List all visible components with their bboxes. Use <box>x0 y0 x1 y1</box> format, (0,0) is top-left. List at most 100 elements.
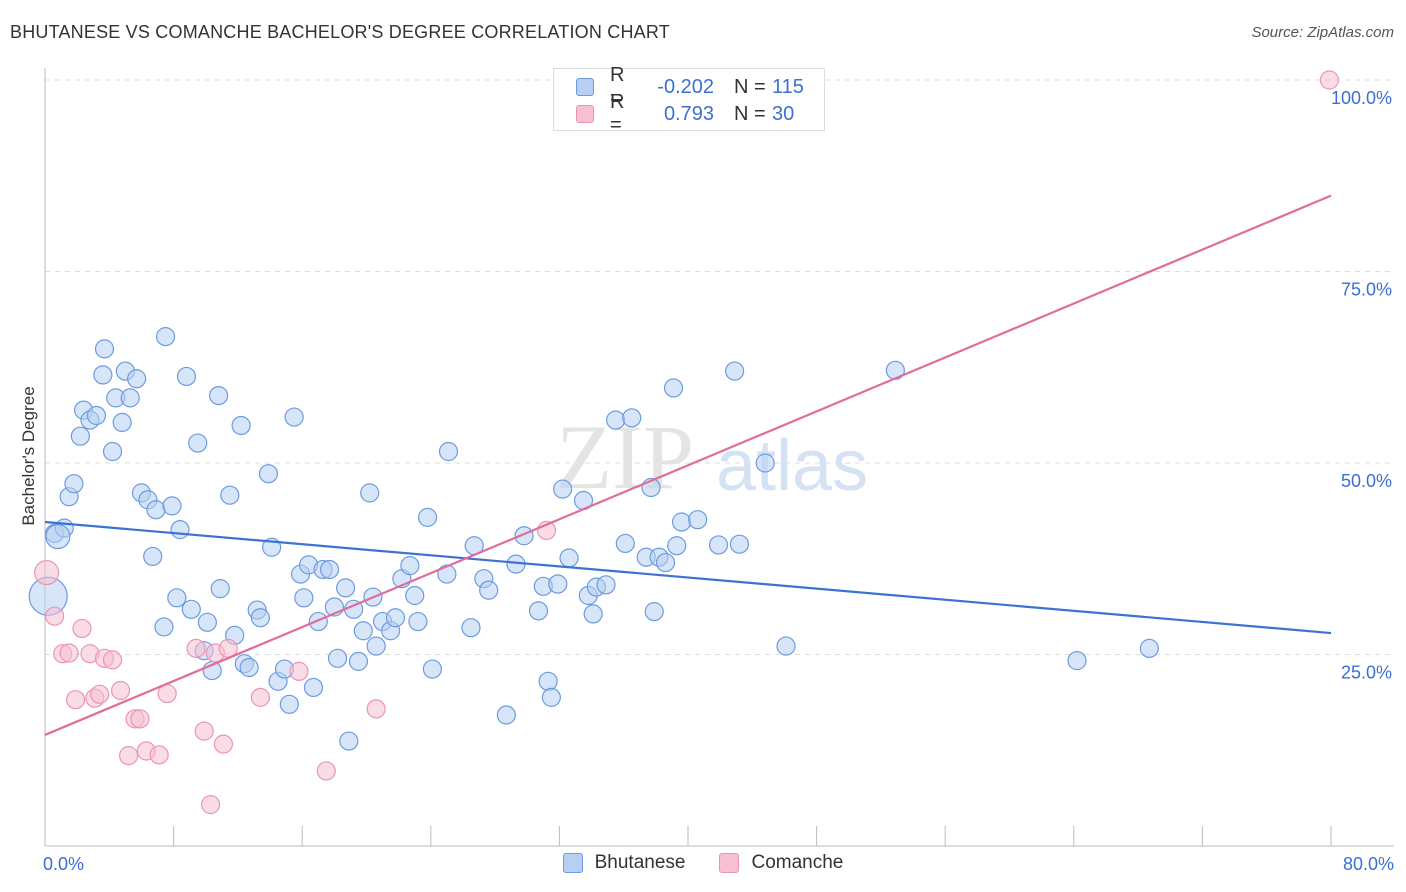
bhutanese-point <box>64 474 84 494</box>
bhutanese-point <box>162 496 182 516</box>
stats-legend: R = -0.202 N = 115 R = 0.793 N = 30 <box>553 64 825 136</box>
bhutanese-point <box>294 588 314 608</box>
bhutanese-point <box>197 612 217 632</box>
bhutanese-point <box>729 534 750 554</box>
bhutanese-point <box>417 507 438 527</box>
x-tick-label: 0.0% <box>43 854 84 874</box>
legend-item-bhutanese[interactable]: Bhutanese <box>562 852 686 874</box>
comanche-point <box>194 721 214 741</box>
series-legend: Bhutanese Comanche <box>0 852 1406 874</box>
comanche-point <box>102 650 123 670</box>
bhutanese-point <box>120 388 140 408</box>
r-label: R = <box>610 64 625 109</box>
comanche-point <box>186 638 206 658</box>
y-tick-label: 75.0% <box>1341 280 1392 300</box>
bhutanese-point <box>408 611 428 632</box>
tick-labels: 25.0% 50.0% 75.0% 100.0% 0.0% 80.0% <box>43 88 1394 874</box>
bhutanese-point <box>154 617 174 637</box>
comanche-point <box>130 709 150 729</box>
bhutanese-point <box>220 485 240 505</box>
bhutanese-point <box>548 574 568 594</box>
comanche-swatch <box>719 853 740 873</box>
comanche-point <box>90 684 110 704</box>
bhutanese-point <box>1067 651 1087 671</box>
grid-lines <box>45 79 1394 655</box>
bhutanese-point <box>258 464 279 484</box>
bhutanese-point <box>239 657 259 678</box>
bhutanese-point <box>127 369 147 389</box>
bhutanese-point <box>93 365 113 385</box>
legend-item-comanche[interactable]: Comanche <box>719 852 843 874</box>
r-value: 0.793 <box>663 102 714 125</box>
watermark: ZIP atlas <box>556 406 868 508</box>
x-tick-label: 80.0% <box>1343 854 1394 874</box>
comanche-trend-line <box>44 194 1332 736</box>
bhutanese-point <box>528 601 549 621</box>
bhutanese-point <box>606 410 626 430</box>
comanche-point <box>72 618 92 639</box>
bhutanese-point <box>86 405 107 426</box>
bhutanese-point <box>437 564 457 584</box>
bhutanese-point <box>559 548 579 568</box>
y-tick-label: 100.0% <box>1331 88 1392 108</box>
legend-row-bhutanese: R = -0.202 N = 115 <box>576 64 804 109</box>
bhutanese-point <box>663 378 684 398</box>
watermark-atlas: atlas <box>716 426 868 506</box>
comanche-point <box>250 687 271 707</box>
bhutanese-point <box>583 604 603 624</box>
bhutanese-point <box>438 441 459 462</box>
legend-label-bhutanese: Bhutanese <box>594 852 686 873</box>
bhutanese-point <box>336 578 356 598</box>
bhutanese-point <box>688 510 708 530</box>
legend-label-comanche: Comanche <box>751 852 844 873</box>
bhutanese-point <box>284 407 304 427</box>
r-value: -0.202 <box>657 75 714 98</box>
comanche-point <box>1319 70 1339 90</box>
series-comanche <box>34 70 1339 815</box>
comanche-point <box>45 606 65 626</box>
comanche-point <box>65 690 86 710</box>
bhutanese-point <box>167 588 187 608</box>
bhutanese-point <box>231 415 251 436</box>
bhutanese-point <box>385 608 406 628</box>
n-label: N = <box>734 102 766 125</box>
bhutanese-point <box>667 536 687 556</box>
bhutanese-point <box>70 426 90 446</box>
bhutanese-point <box>353 621 373 641</box>
bhutanese-point <box>596 575 616 595</box>
comanche-point <box>118 746 139 766</box>
bhutanese-point <box>461 618 481 638</box>
bhutanese-point <box>615 533 635 554</box>
source-label: Source: ZipAtlas.com <box>1251 24 1394 41</box>
bhutanese-point <box>176 366 197 387</box>
r-label: R = <box>610 91 625 136</box>
comanche-point <box>110 680 131 701</box>
comanche-point <box>316 761 336 781</box>
bhutanese-point <box>360 483 380 503</box>
trend-lines <box>44 194 1332 736</box>
bhutanese-point <box>308 611 328 632</box>
bhutanese-point <box>553 479 573 499</box>
bhutanese-point <box>479 580 499 600</box>
bhutanese-point <box>146 500 166 520</box>
bhutanese-point <box>671 512 692 532</box>
comanche-point <box>149 745 169 765</box>
bhutanese-point <box>181 599 201 619</box>
series-bhutanese <box>28 327 1159 751</box>
comanche-point <box>289 661 309 681</box>
bhutanese-point <box>422 659 443 679</box>
n-value: 115 <box>772 75 804 98</box>
y-tick-label: 50.0% <box>1341 471 1392 491</box>
bhutanese-point <box>339 731 359 751</box>
bhutanese-point <box>708 535 729 555</box>
n-value: 30 <box>772 102 795 125</box>
comanche-swatch <box>576 105 594 123</box>
bhutanese-point <box>400 556 420 576</box>
comanche-point <box>59 643 79 663</box>
bhutanese-point <box>250 608 271 628</box>
bhutanese-swatch <box>562 853 583 873</box>
bhutanese-point <box>348 651 369 671</box>
bhutanese-point <box>94 339 115 359</box>
comanche-point <box>366 699 386 719</box>
